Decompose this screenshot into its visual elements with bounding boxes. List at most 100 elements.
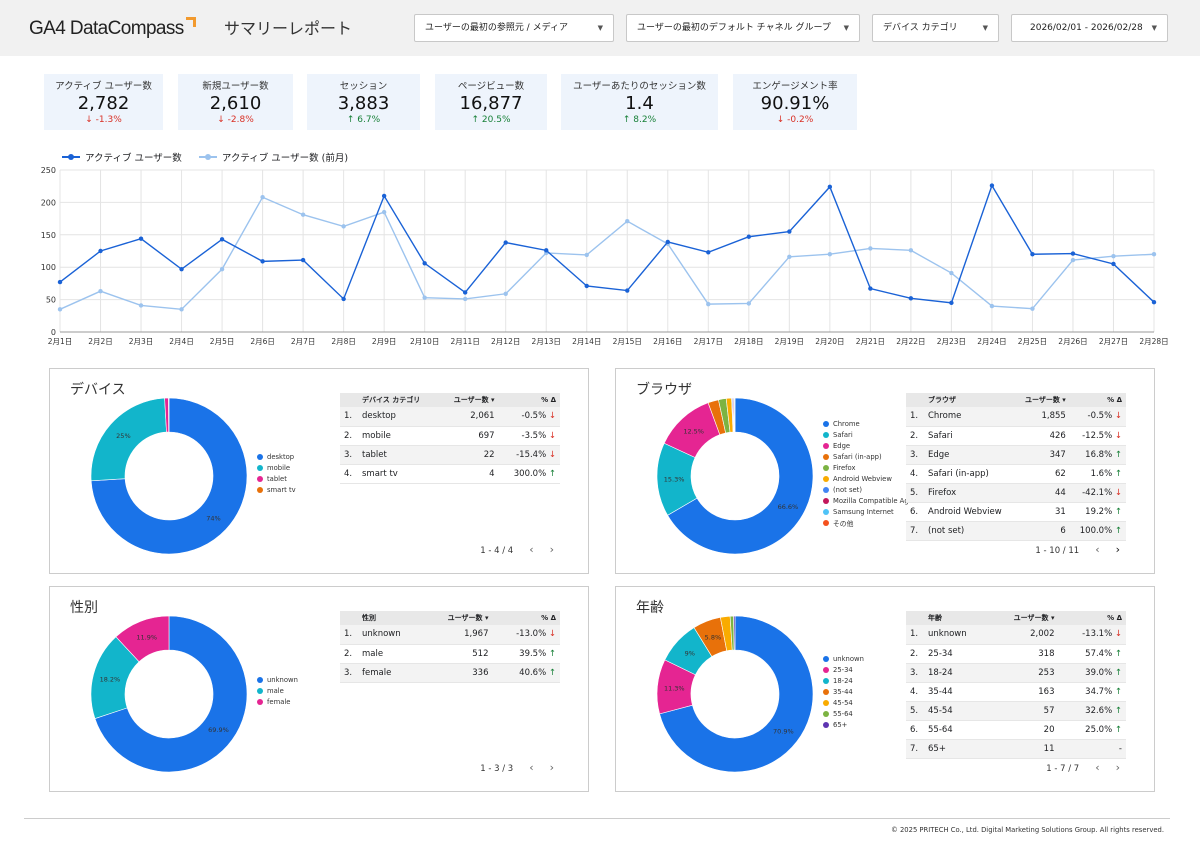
- column-header[interactable]: 性別: [358, 611, 424, 625]
- data-point[interactable]: [908, 296, 914, 301]
- table-row[interactable]: 3. Edge 347 16.8% ↑: [906, 445, 1126, 465]
- data-point[interactable]: [1070, 257, 1076, 263]
- data-point[interactable]: [341, 296, 346, 302]
- table-row[interactable]: 2. Safari 426 -12.5% ↓: [906, 426, 1126, 446]
- data-point[interactable]: [665, 239, 670, 245]
- next-page-icon[interactable]: ›: [1115, 761, 1120, 774]
- legend-item[interactable]: unknown: [823, 653, 864, 664]
- prev-page-icon[interactable]: ‹: [1095, 543, 1100, 556]
- table-row[interactable]: 6. Android Webview 31 19.2% ↑: [906, 502, 1126, 522]
- legend-item[interactable]: Android Webview: [823, 473, 920, 484]
- next-page-icon[interactable]: ›: [549, 543, 554, 556]
- filter-source-medium[interactable]: ユーザーの最初の参照元 / メディア ▼: [414, 14, 614, 42]
- filter-device-category[interactable]: デバイス カテゴリ ▼: [872, 14, 999, 42]
- column-header[interactable]: % Δ: [1069, 393, 1126, 407]
- data-point[interactable]: [949, 270, 954, 276]
- legend-item[interactable]: 35-44: [823, 686, 864, 697]
- data-point[interactable]: [787, 254, 792, 260]
- prev-page-icon[interactable]: ‹: [1095, 761, 1100, 774]
- legend-item[interactable]: (not set): [823, 484, 920, 495]
- data-point[interactable]: [260, 259, 265, 264]
- data-point[interactable]: [989, 183, 995, 188]
- data-point[interactable]: [989, 303, 995, 309]
- data-point[interactable]: [746, 234, 752, 239]
- data-point[interactable]: [1030, 252, 1035, 257]
- data-point[interactable]: [1030, 306, 1035, 311]
- legend-item[interactable]: Safari: [823, 429, 920, 440]
- table-row[interactable]: 5. 45-54 57 32.6% ↑: [906, 701, 1126, 721]
- data-point[interactable]: [300, 257, 306, 263]
- table-row[interactable]: 4. smart tv 4 300.0% ↑: [340, 464, 560, 484]
- data-point[interactable]: [706, 301, 711, 307]
- data-point[interactable]: [868, 246, 873, 251]
- data-point[interactable]: [341, 224, 346, 229]
- legend-item[interactable]: Samsung Internet: [823, 506, 920, 517]
- data-point[interactable]: [584, 283, 589, 289]
- data-point[interactable]: [1151, 299, 1157, 305]
- data-point[interactable]: [1111, 261, 1116, 267]
- data-point[interactable]: [138, 303, 144, 308]
- legend-item[interactable]: unknown: [257, 674, 298, 685]
- legend-item[interactable]: smart tv: [257, 484, 296, 495]
- data-point[interactable]: [381, 193, 387, 199]
- column-header[interactable]: 年齢: [924, 611, 990, 625]
- column-header[interactable]: % Δ: [1058, 611, 1126, 625]
- data-point[interactable]: [584, 252, 589, 258]
- legend-item[interactable]: 65+: [823, 719, 864, 730]
- data-point[interactable]: [179, 307, 184, 312]
- data-point[interactable]: [1111, 253, 1116, 259]
- column-header[interactable]: % Δ: [498, 393, 560, 407]
- next-page-icon[interactable]: ›: [549, 761, 554, 774]
- legend-item[interactable]: 45-54: [823, 697, 864, 708]
- table-row[interactable]: 5. Firefox 44 -42.1% ↓: [906, 483, 1126, 503]
- donut-slice[interactable]: [115, 615, 170, 663]
- data-point[interactable]: [706, 250, 711, 255]
- legend-item[interactable]: 18-24: [823, 675, 864, 686]
- data-point[interactable]: [1151, 252, 1157, 257]
- legend-item[interactable]: 25-34: [823, 664, 864, 675]
- legend-item[interactable]: Chrome: [823, 418, 920, 429]
- data-point[interactable]: [787, 229, 792, 234]
- legend-item[interactable]: 55-64: [823, 708, 864, 719]
- table-row[interactable]: 3. tablet 22 -15.4% ↓: [340, 445, 560, 465]
- data-point[interactable]: [98, 248, 103, 254]
- data-point[interactable]: [98, 288, 103, 294]
- table-row[interactable]: 2. 25-34 318 57.4% ↑: [906, 644, 1126, 664]
- donut-slice[interactable]: [90, 397, 248, 555]
- data-point[interactable]: [381, 209, 387, 215]
- column-header[interactable]: ユーザー数 ▾: [1015, 393, 1070, 407]
- data-point[interactable]: [827, 252, 833, 257]
- legend-item[interactable]: その他: [823, 517, 920, 528]
- column-header[interactable]: ブラウザ: [924, 393, 1016, 407]
- data-point[interactable]: [300, 212, 306, 217]
- donut-slice[interactable]: [733, 615, 736, 651]
- table-row[interactable]: 3. female 336 40.6% ↑: [340, 663, 560, 683]
- legend-item[interactable]: male: [257, 685, 298, 696]
- table-row[interactable]: 1. unknown 1,967 -13.0% ↓: [340, 625, 560, 645]
- column-header[interactable]: デバイス カテゴリ: [358, 393, 439, 407]
- prev-page-icon[interactable]: ‹: [529, 543, 534, 556]
- table-row[interactable]: 1. desktop 2,061 -0.5% ↓: [340, 407, 560, 427]
- table-row[interactable]: 1. Chrome 1,855 -0.5% ↓: [906, 407, 1126, 427]
- data-point[interactable]: [503, 291, 508, 296]
- data-point[interactable]: [1070, 251, 1076, 256]
- data-point[interactable]: [422, 295, 427, 300]
- table-row[interactable]: 1. unknown 2,002 -13.1% ↓: [906, 625, 1126, 645]
- table-row[interactable]: 3. 18-24 253 39.0% ↑: [906, 663, 1126, 683]
- column-header[interactable]: ユーザー数 ▾: [423, 611, 493, 625]
- data-point[interactable]: [908, 248, 914, 253]
- data-point[interactable]: [625, 288, 630, 293]
- data-point[interactable]: [260, 195, 265, 200]
- table-row[interactable]: 6. 55-64 20 25.0% ↑: [906, 720, 1126, 740]
- legend-item[interactable]: Mozilla Compatible Agent: [823, 495, 920, 506]
- data-point[interactable]: [422, 261, 427, 266]
- data-point[interactable]: [949, 300, 954, 306]
- data-point[interactable]: [625, 218, 630, 224]
- legend-item[interactable]: Safari (in-app): [823, 451, 920, 462]
- table-row[interactable]: 4. Safari (in-app) 62 1.6% ↑: [906, 464, 1126, 484]
- data-point[interactable]: [746, 301, 752, 306]
- data-point[interactable]: [462, 290, 468, 295]
- legend-item[interactable]: mobile: [257, 462, 296, 473]
- data-point[interactable]: [219, 266, 225, 272]
- column-header[interactable]: % Δ: [492, 611, 560, 625]
